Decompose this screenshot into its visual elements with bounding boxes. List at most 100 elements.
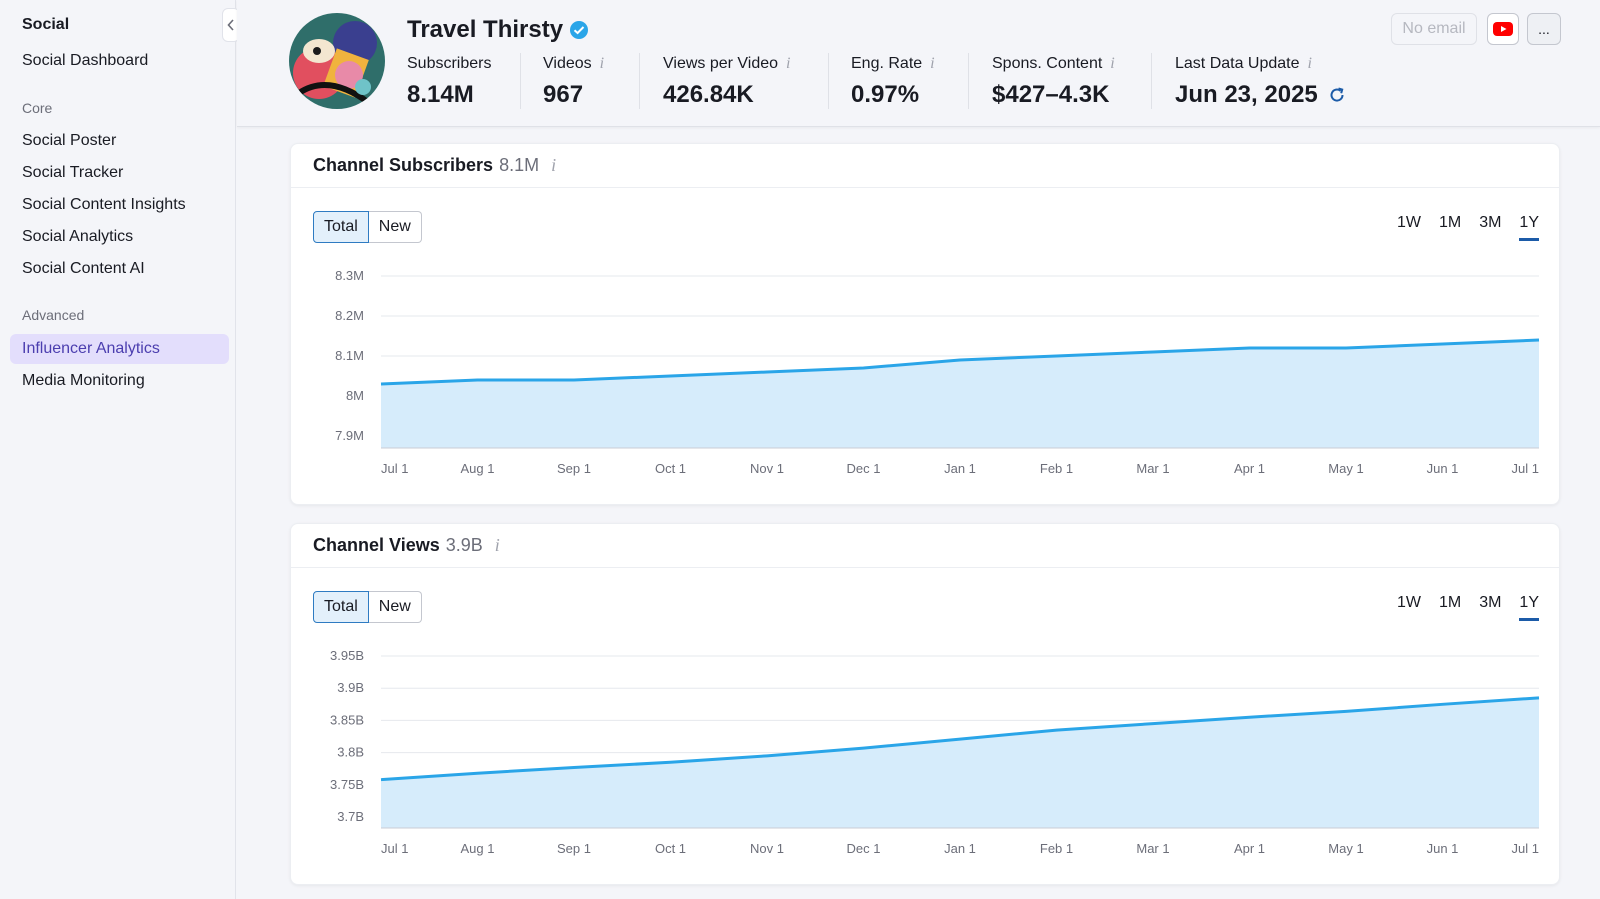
info-icon[interactable]: i bbox=[1110, 55, 1115, 72]
sidebar-section-advanced: Advanced bbox=[22, 307, 85, 323]
range-1y-button[interactable]: 1Y bbox=[1519, 594, 1539, 621]
y-tick-label: 3.8B bbox=[337, 745, 364, 760]
stat-spons-content: Spons. Content i $427–4.3K bbox=[992, 55, 1115, 109]
card-value: 3.9B bbox=[445, 535, 483, 555]
x-tick-label: Nov 1 bbox=[750, 461, 784, 476]
refresh-icon[interactable] bbox=[1328, 86, 1346, 104]
x-tick-label: Feb 1 bbox=[1040, 841, 1073, 856]
card-title: Channel Views bbox=[313, 535, 440, 555]
stat-value: Jun 23, 2025 bbox=[1175, 81, 1346, 109]
stat-label: Views per Video i bbox=[663, 55, 791, 72]
range-3m-button[interactable]: 3M bbox=[1479, 214, 1502, 231]
card-value: 8.1M bbox=[499, 155, 540, 175]
card-header: Channel Subscribers 8.1M i bbox=[291, 144, 1559, 188]
more-options-button[interactable]: ... bbox=[1527, 13, 1561, 45]
youtube-link-button[interactable] bbox=[1487, 13, 1519, 45]
stat-eng-rate: Eng. Rate i 0.97% bbox=[851, 55, 935, 109]
y-tick-label: 8.3M bbox=[335, 268, 364, 283]
sidebar-item-social-poster[interactable]: Social Poster bbox=[22, 132, 117, 149]
stat-value: 0.97% bbox=[851, 81, 920, 108]
divider bbox=[520, 53, 521, 109]
chevron-left-icon bbox=[227, 19, 234, 31]
x-tick-label: Jul 1 bbox=[1512, 841, 1539, 856]
subscribers-area-chart: 8.3M 8.2M 8.1M 8M 7.9M Jul 1 Aug 1 Sep 1 Oct 1 No… bbox=[335, 268, 1540, 476]
info-icon[interactable]: i bbox=[551, 155, 557, 175]
y-tick-label: 3.9B bbox=[337, 680, 364, 695]
x-tick-label: Jan 1 bbox=[944, 841, 976, 856]
series-line bbox=[380, 696, 1540, 782]
x-tick-label: Nov 1 bbox=[750, 841, 784, 856]
youtube-icon bbox=[1493, 22, 1513, 36]
series-area bbox=[381, 697, 1539, 828]
info-icon[interactable]: i bbox=[494, 535, 500, 555]
range-1w-button[interactable]: 1W bbox=[1396, 214, 1421, 231]
channel-subscribers-card: Channel Subscribers 8.1M i Total New 1W … bbox=[290, 143, 1560, 505]
x-tick-label: Jun 1 bbox=[1427, 841, 1459, 856]
sidebar-item-social-dashboard[interactable]: Social Dashboard bbox=[22, 52, 149, 69]
x-tick-label: Aug 1 bbox=[461, 461, 495, 476]
y-tick-label: 3.75B bbox=[330, 777, 364, 792]
info-icon[interactable]: i bbox=[786, 55, 791, 72]
stat-label: Spons. Content i bbox=[992, 55, 1115, 72]
sidebar-item-media-monitoring[interactable]: Media Monitoring bbox=[22, 372, 145, 389]
sidebar-item-influencer-analytics[interactable]: Influencer Analytics bbox=[10, 334, 229, 364]
channel-header: Travel Thirsty Subscribers 8.14M Videos i… bbox=[237, 0, 1600, 127]
series-area bbox=[381, 340, 1539, 448]
x-tick-label: Sep 1 bbox=[557, 841, 591, 856]
x-tick-label: May 1 bbox=[1328, 461, 1363, 476]
total-toggle-button[interactable]: Total bbox=[313, 211, 369, 243]
x-tick-label: Feb 1 bbox=[1040, 461, 1073, 476]
range-1w-button[interactable]: 1W bbox=[1396, 594, 1421, 611]
total-toggle-button[interactable]: Total bbox=[313, 591, 369, 623]
info-icon[interactable]: i bbox=[930, 55, 935, 72]
stat-subscribers: Subscribers 8.14M bbox=[407, 55, 491, 109]
x-tick-label: Jan 1 bbox=[944, 461, 976, 476]
x-tick-label: Apr 1 bbox=[1234, 461, 1265, 476]
no-email-button[interactable]: No email bbox=[1391, 13, 1477, 45]
info-icon[interactable]: i bbox=[599, 55, 605, 72]
sidebar-item-social-tracker[interactable]: Social Tracker bbox=[22, 164, 124, 181]
info-icon[interactable]: i bbox=[1307, 55, 1312, 72]
new-toggle-button[interactable]: New bbox=[368, 211, 422, 243]
range-1m-button[interactable]: 1M bbox=[1438, 214, 1462, 231]
sidebar-item-social-content-ai[interactable]: Social Content AI bbox=[22, 260, 145, 277]
last-update-date: Jun 23, 2025 bbox=[1175, 81, 1318, 108]
y-tick-label: 8.1M bbox=[335, 348, 364, 363]
stat-value: 8.14M bbox=[407, 81, 474, 108]
sidebar-item-social-analytics[interactable]: Social Analytics bbox=[22, 228, 134, 245]
series-line bbox=[380, 338, 1540, 386]
x-tick-label: May 1 bbox=[1328, 841, 1363, 856]
y-tick-label: 3.7B bbox=[337, 809, 364, 824]
x-tick-label: Dec 1 bbox=[847, 841, 881, 856]
x-tick-label: Jul 1 bbox=[381, 461, 408, 476]
stat-label: Subscribers bbox=[407, 55, 492, 72]
divider bbox=[1151, 53, 1152, 109]
range-1y-button[interactable]: 1Y bbox=[1519, 214, 1539, 241]
y-tick-label: 8.2M bbox=[335, 308, 364, 323]
channel-name: Travel Thirsty bbox=[407, 16, 589, 44]
avatar bbox=[289, 13, 385, 109]
new-toggle-button[interactable]: New bbox=[368, 591, 422, 623]
views-area-chart: 3.95B 3.9B 3.85B 3.8B 3.75B 3.7B Jul 1 Aug 1 Sep… bbox=[330, 648, 1540, 856]
x-tick-label: Oct 1 bbox=[655, 461, 686, 476]
stat-label: Eng. Rate i bbox=[851, 55, 935, 72]
verified-badge-icon bbox=[570, 21, 589, 39]
x-tick-label: Sep 1 bbox=[557, 461, 591, 476]
y-tick-label: 3.85B bbox=[330, 712, 364, 727]
sidebar-title: Social bbox=[22, 16, 70, 33]
x-tick-label: Oct 1 bbox=[655, 841, 686, 856]
sidebar-item-social-content-insights[interactable]: Social Content Insights bbox=[22, 196, 186, 213]
y-tick-label: 8M bbox=[346, 388, 364, 403]
stat-last-data-update: Last Data Update i Jun 23, 2025 bbox=[1175, 55, 1346, 109]
card-title: Channel Subscribers bbox=[313, 155, 494, 175]
x-tick-label: Aug 1 bbox=[461, 841, 495, 856]
range-3m-button[interactable]: 3M bbox=[1479, 594, 1502, 611]
total-new-toggle: Total New bbox=[313, 591, 422, 623]
stat-label: Last Data Update i bbox=[1175, 55, 1312, 72]
stat-label: Videos i bbox=[543, 55, 605, 72]
x-tick-label: Jun 1 bbox=[1427, 461, 1459, 476]
stat-value: 426.84K bbox=[663, 81, 754, 108]
total-new-toggle: Total New bbox=[313, 211, 422, 243]
x-tick-label: Jul 1 bbox=[381, 841, 408, 856]
range-1m-button[interactable]: 1M bbox=[1438, 594, 1462, 611]
